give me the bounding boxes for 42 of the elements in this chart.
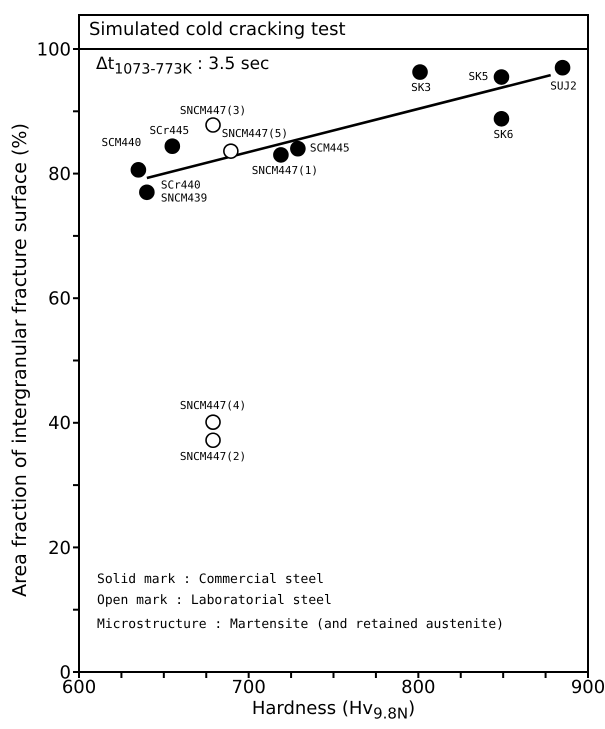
point <box>139 184 155 200</box>
point <box>290 140 306 156</box>
annotation: Δt$_{1073-773K}$ : 3.5 sec <box>96 54 270 78</box>
x-axis-title: Hardness (Hv$_{9.8N}$) <box>250 698 416 723</box>
annotation: Open mark : Laboratorial steel <box>97 593 332 608</box>
annotation: SNCM447(1) <box>252 164 318 177</box>
point <box>494 110 510 127</box>
annotation: SNCM447(4) <box>180 399 246 412</box>
x-tick-label: 800 <box>401 676 436 698</box>
annotation: SUJ2 <box>550 80 577 93</box>
annotation: SCM445 <box>310 142 350 155</box>
annotation: SK5 <box>468 70 488 84</box>
point <box>205 432 221 448</box>
y-tick-label: 20 <box>48 538 71 559</box>
annotation: SCr445 <box>149 124 190 138</box>
point <box>273 147 289 163</box>
annotation: SCr440 <box>160 178 201 192</box>
point <box>223 143 239 159</box>
annotation: Solid mark : Commercial steel <box>97 572 324 587</box>
x-tick-label: 900 <box>570 676 605 698</box>
point <box>554 60 570 76</box>
x-tick-label: 700 <box>231 676 266 698</box>
annotation: SNCM439 <box>160 191 208 204</box>
point <box>494 69 510 85</box>
y-tick-label: 80 <box>48 164 71 185</box>
point <box>205 414 221 430</box>
point <box>164 138 180 154</box>
y-axis-title: Area fraction of intergranular fracture surface (%) <box>9 123 31 597</box>
point <box>130 162 146 178</box>
y-tick-label: 100 <box>36 39 71 60</box>
annotation: Microstructure : Martensite (and retained austenite) <box>97 617 504 632</box>
annotation: SK3 <box>411 81 431 94</box>
annotation: SNCM447(5) <box>222 127 288 140</box>
point <box>205 117 221 133</box>
annotation: SNCM447(2) <box>180 450 246 464</box>
point <box>412 64 428 80</box>
annotation: SK6 <box>494 128 514 141</box>
annotation: SNCM447(3) <box>180 104 246 118</box>
annotation: SCM440 <box>102 136 142 149</box>
chart-title: Simulated cold cracking test <box>79 14 588 50</box>
y-tick-label: 60 <box>48 288 71 310</box>
y-tick-label: 40 <box>48 413 71 434</box>
